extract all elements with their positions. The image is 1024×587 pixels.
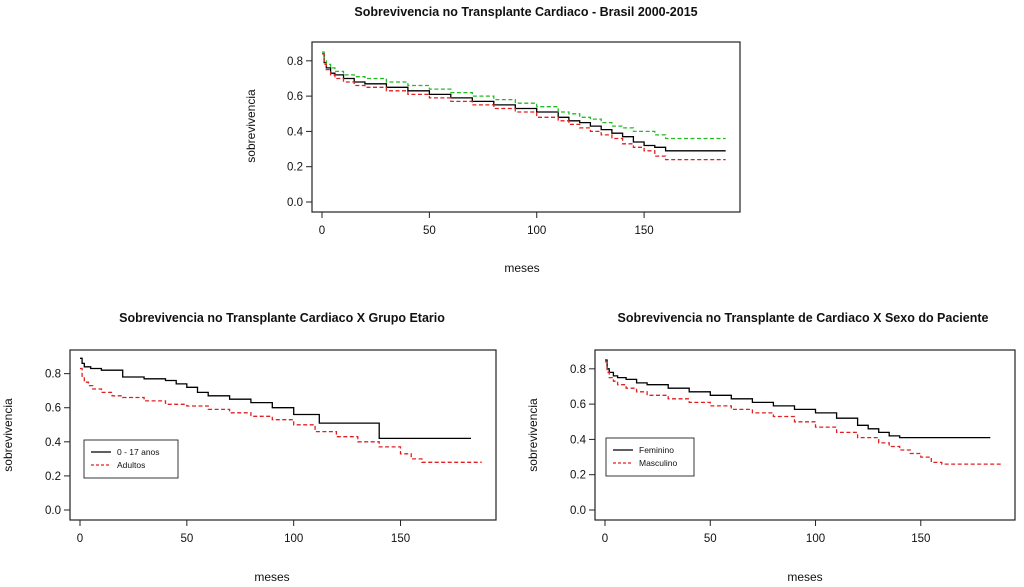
y-tick-label: 0.6 [570, 399, 586, 411]
y-tick-label: 0.4 [287, 126, 304, 138]
plot-frame [594, 349, 1016, 521]
y-tick-label: 0.6 [287, 91, 303, 103]
x-tick-label: 100 [527, 225, 546, 237]
x-tick-label: 0 [319, 225, 325, 237]
legend-box [83, 439, 179, 479]
legend: 0 - 17 anos Adultos [83, 439, 179, 479]
y-tick-label: 0.8 [45, 369, 61, 381]
chart-title: Sobrevivencia no Transplante de Cardiaco… [618, 311, 989, 325]
chart-2: Sobrevivencia no Transplante de Cardiaco… [526, 311, 1016, 584]
legend-box [605, 437, 695, 477]
x-tick-label: 150 [391, 533, 410, 545]
x-tick-label: 0 [77, 533, 83, 545]
y-tick-label: 0.8 [570, 364, 586, 376]
series-line-1 [80, 367, 482, 463]
y-tick-label: 0.2 [45, 471, 61, 483]
x-tick-label: 50 [423, 225, 436, 237]
y-axis-label: sobrevivencia [1, 398, 15, 472]
y-tick-label: 0.2 [570, 470, 586, 482]
y-tick-label: 0.4 [45, 437, 62, 449]
chart-title: Sobrevivencia no Transplante Cardiaco X … [119, 311, 445, 325]
x-tick-label: 150 [911, 533, 930, 545]
y-axis-label: sobrevivencia [244, 89, 258, 163]
x-tick-label: 0 [602, 533, 608, 545]
chart-title: Sobrevivencia no Transplante Cardiaco - … [354, 5, 697, 19]
y-tick-label: 0.4 [570, 434, 587, 446]
plot-frame [311, 41, 741, 213]
y-tick-label: 0.2 [287, 162, 303, 174]
legend-entry: Masculino [639, 458, 678, 468]
series-line-0 [80, 357, 471, 440]
x-tick-label: 100 [284, 533, 303, 545]
y-tick-label: 0.0 [287, 197, 303, 209]
y-tick-label: 0.0 [45, 505, 61, 517]
series-line-0 [605, 359, 991, 439]
x-axis-label: meses [254, 570, 289, 584]
chart-0: Sobrevivencia no Transplante Cardiaco - … [244, 5, 741, 275]
x-tick-label: 100 [806, 533, 825, 545]
chart-1: Sobrevivencia no Transplante Cardiaco X … [1, 311, 497, 584]
series-line-1 [322, 51, 726, 140]
y-tick-label: 0.0 [570, 505, 586, 517]
series-line-2 [322, 53, 726, 161]
legend: Feminino Masculino [605, 437, 695, 477]
y-tick-label: 0.6 [45, 403, 61, 415]
x-tick-label: 50 [704, 533, 717, 545]
plot-frame [69, 349, 497, 521]
legend-entry: Adultos [117, 460, 145, 470]
y-axis-label: sobrevivencia [526, 398, 540, 472]
x-axis-label: meses [504, 261, 539, 275]
x-axis-label: meses [787, 570, 822, 584]
legend-entry: 0 - 17 anos [117, 447, 160, 457]
x-tick-label: 50 [180, 533, 193, 545]
x-tick-label: 150 [635, 225, 654, 237]
y-tick-label: 0.8 [287, 56, 303, 68]
series-line-0 [322, 53, 726, 152]
legend-entry: Feminino [639, 445, 674, 455]
